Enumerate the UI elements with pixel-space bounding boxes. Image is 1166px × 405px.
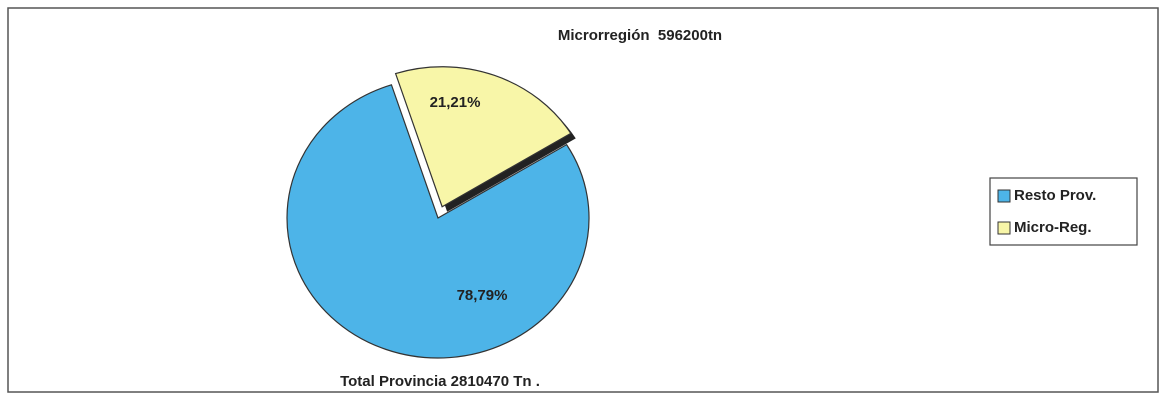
slice-label: 78,79%: [457, 287, 508, 304]
chart-title: Microrregión 596200tn: [558, 27, 722, 44]
legend-swatch: [997, 189, 1011, 203]
legend-box: [989, 177, 1138, 246]
annotation: Total Provincia 2810470 Tn .: [340, 373, 540, 390]
pie-slice: [394, 66, 572, 208]
legend: Resto Prov. Micro-Reg.: [989, 177, 1138, 246]
legend-label: Resto Prov.: [1014, 187, 1096, 204]
slice-label: 21,21%: [430, 94, 481, 111]
legend-swatch: [997, 221, 1011, 235]
pie: 78,79% 21,21%: [286, 66, 590, 359]
pie-slice: [286, 84, 590, 359]
legend-label: Micro-Reg.: [1014, 219, 1092, 236]
